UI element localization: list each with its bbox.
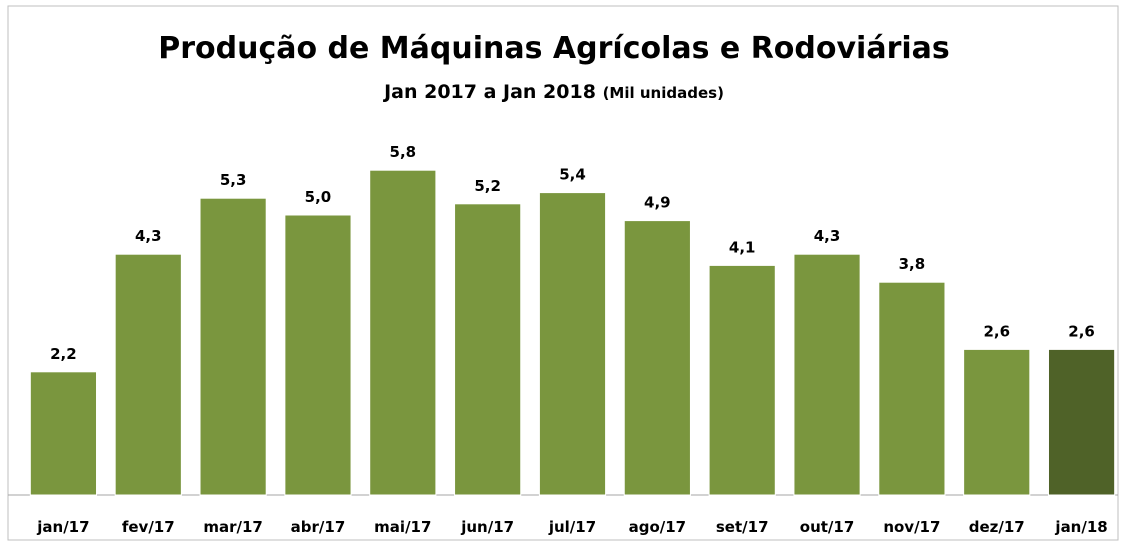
value-label: 2,2 xyxy=(50,345,77,363)
bar xyxy=(963,348,1031,496)
value-label: 2,6 xyxy=(1068,322,1095,340)
bar xyxy=(793,253,861,496)
value-label: 4,1 xyxy=(729,238,756,256)
x-tick-label: jun/17 xyxy=(460,518,514,536)
unit-label: (Mil unidades) xyxy=(603,84,724,102)
x-tick-label: jan/17 xyxy=(36,518,89,536)
value-label: 5,3 xyxy=(220,171,247,189)
value-label: 5,8 xyxy=(390,143,417,161)
value-label: 5,0 xyxy=(305,188,332,206)
chart-title: Produção de Máquinas Agrícolas e Rodoviá… xyxy=(158,31,950,66)
value-label: 3,8 xyxy=(899,255,926,273)
bar xyxy=(369,169,437,496)
bar xyxy=(878,281,946,496)
x-tick-label: abr/17 xyxy=(291,518,346,536)
bar xyxy=(199,197,267,496)
x-tick-label: jan/18 xyxy=(1054,518,1107,536)
x-tick-label: ago/17 xyxy=(629,518,687,536)
bar xyxy=(538,192,607,496)
bar xyxy=(29,371,98,496)
bar xyxy=(623,220,691,496)
x-tick-label: set/17 xyxy=(716,518,769,536)
value-label: 4,9 xyxy=(644,194,671,212)
value-label: 2,6 xyxy=(983,322,1010,340)
chart-subtitle: Jan 2017 a Jan 2018 (Mil unidades) xyxy=(382,81,724,103)
bar xyxy=(708,264,776,496)
subtitle: Jan 2017 a Jan 2018 xyxy=(382,81,596,103)
value-label: 4,3 xyxy=(814,227,841,245)
x-tick-label: dez/17 xyxy=(969,518,1025,536)
x-tick-label: mai/17 xyxy=(374,518,431,536)
bar xyxy=(114,253,182,496)
value-label: 5,4 xyxy=(559,166,586,184)
x-tick-label: out/17 xyxy=(800,518,855,536)
x-tick-label: jul/17 xyxy=(548,518,596,536)
x-tick-label: fev/17 xyxy=(122,518,175,536)
x-tick-label: nov/17 xyxy=(883,518,940,536)
bar xyxy=(1047,348,1116,496)
value-label: 5,2 xyxy=(474,177,501,195)
bar xyxy=(284,214,352,496)
x-tick-label: mar/17 xyxy=(203,518,263,536)
value-label: 4,3 xyxy=(135,227,162,245)
bar xyxy=(454,203,522,496)
